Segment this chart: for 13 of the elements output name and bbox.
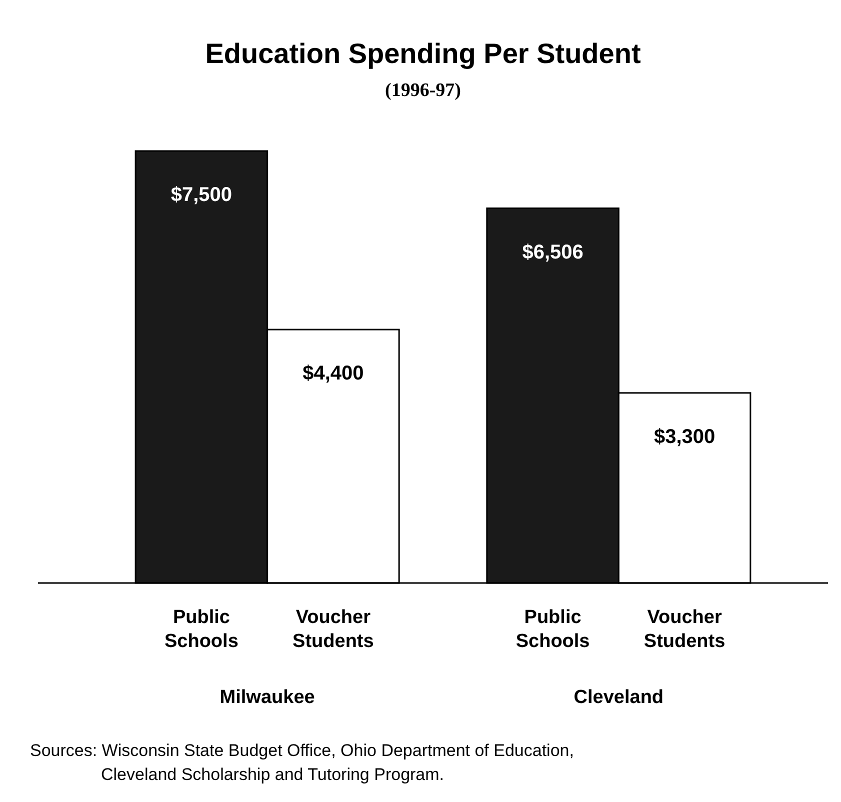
x-tick-label: Milwaukee (220, 687, 315, 708)
source-note: Sources: Wisconsin State Budget Office, Ohio Department of Education, Cleveland Scholarship and Tutoring Program. (30, 741, 574, 784)
text: Public Schools (516, 607, 590, 652)
data-label: $6,506 (522, 241, 584, 264)
text: Voucher Students (644, 607, 726, 652)
series-label: Voucher Students (292, 607, 374, 652)
chart-subtitle: (1996-97) (385, 80, 461, 101)
series-label: Public Schools (164, 607, 238, 652)
chart-title: Education Spending Per Student (205, 38, 641, 69)
data-label: $3,300 (654, 426, 716, 448)
data-label: $7,500 (170, 184, 232, 206)
x-tick-label: Cleveland (574, 687, 664, 708)
data-label: $4,400 (302, 362, 364, 385)
